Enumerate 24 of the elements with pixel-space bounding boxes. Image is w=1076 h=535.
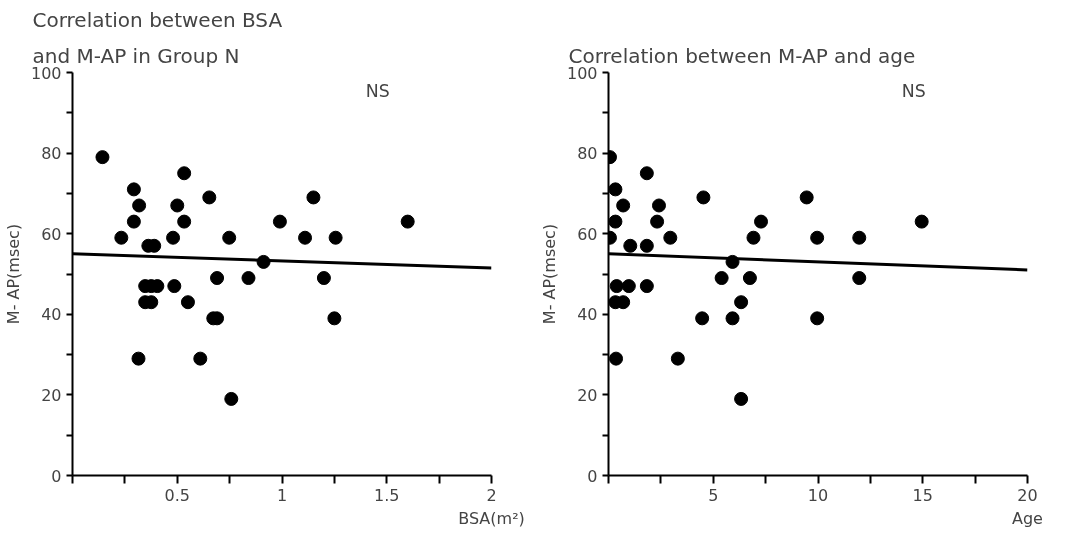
x-tick-label: 1 — [276, 485, 288, 505]
x-tick-label: 15 — [912, 485, 933, 505]
y-axis-title: M- AP(msec) — [539, 223, 559, 325]
y-tick-label: 60 — [577, 224, 598, 244]
y-axis-title: M- AP(msec) — [3, 223, 23, 325]
y-tick-label: 0 — [51, 466, 62, 486]
y-tick-label: 0 — [587, 466, 598, 486]
x-tick-label: 10 — [807, 485, 829, 505]
x-tick-label: 1.5 — [374, 485, 400, 505]
y-tick-label: 60 — [41, 224, 62, 244]
x-tick-label: 0.5 — [164, 485, 190, 505]
annotation: NS — [365, 80, 390, 101]
y-tick-label: 80 — [41, 144, 62, 164]
y-tick-label: 20 — [577, 385, 598, 405]
x-tick-label: 20 — [1017, 485, 1038, 505]
x-tick-label: 2 — [486, 485, 497, 505]
y-tick-label: 40 — [41, 305, 62, 325]
y-tick-label: 20 — [41, 385, 62, 405]
x-axis-title: Age — [1012, 508, 1043, 528]
x-tick-label: 5 — [708, 485, 719, 505]
y-tick-label: 80 — [577, 144, 598, 164]
x-axis-title: BSA(m²) — [458, 508, 525, 528]
y-tick-label: 40 — [577, 305, 598, 325]
annotation: NS — [901, 80, 926, 101]
